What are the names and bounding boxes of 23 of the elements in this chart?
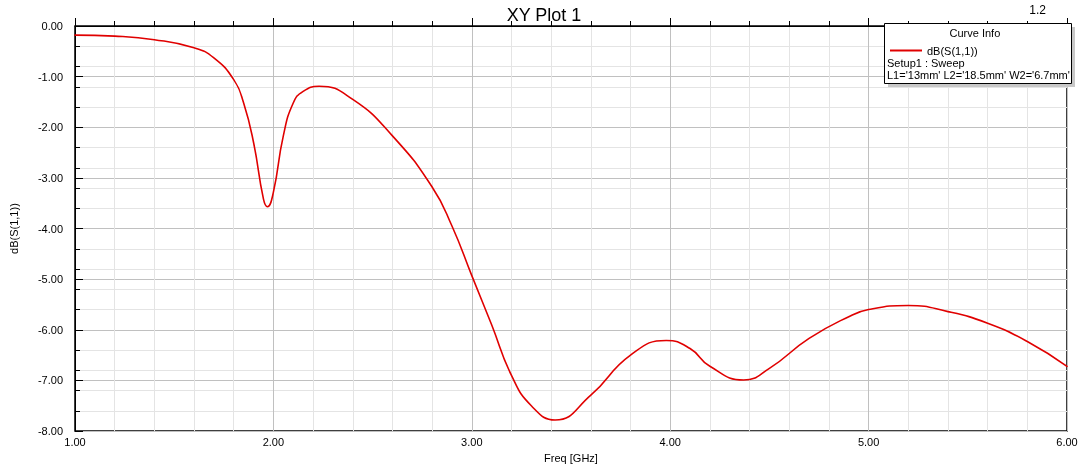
y-tick-label: -4.00 [37,222,63,235]
chart-title: XY Plot 1 [506,5,582,25]
x-tick-label: 3.00 [461,435,483,448]
legend-label: dB(S(1,1)) [927,44,978,57]
legend-title: Curve Info [949,26,1001,39]
y-axis-title: dB(S(1,1)) [7,203,20,254]
y-tick-label: -1.00 [37,70,63,83]
x-axis-title: Freq [GHz] [544,451,598,464]
x-tick-label: 6.00 [1056,435,1078,448]
text: 1.2 [1029,3,1047,17]
y-tick-label: -6.00 [37,323,63,336]
y-tick-label: -3.00 [37,171,63,184]
y-tick-label: 0.00 [41,20,63,32]
x-tick-label: 5.00 [857,435,880,448]
x-tick-label: 4.00 [659,435,681,448]
x-tick-label: 1.00 [64,435,86,448]
y-tick-label: -7.00 [37,374,63,387]
annotation: L1='13mm' L2='18.5mm' W2='6.7mm' [887,68,1070,81]
y-tick-label: -8.00 [37,425,63,438]
y-tick-label: -2.00 [37,121,63,134]
x-tick-label: 2.00 [262,435,285,448]
y-tick-label: -5.00 [37,273,63,286]
annotation: Setup1 : Sweep [887,56,965,69]
